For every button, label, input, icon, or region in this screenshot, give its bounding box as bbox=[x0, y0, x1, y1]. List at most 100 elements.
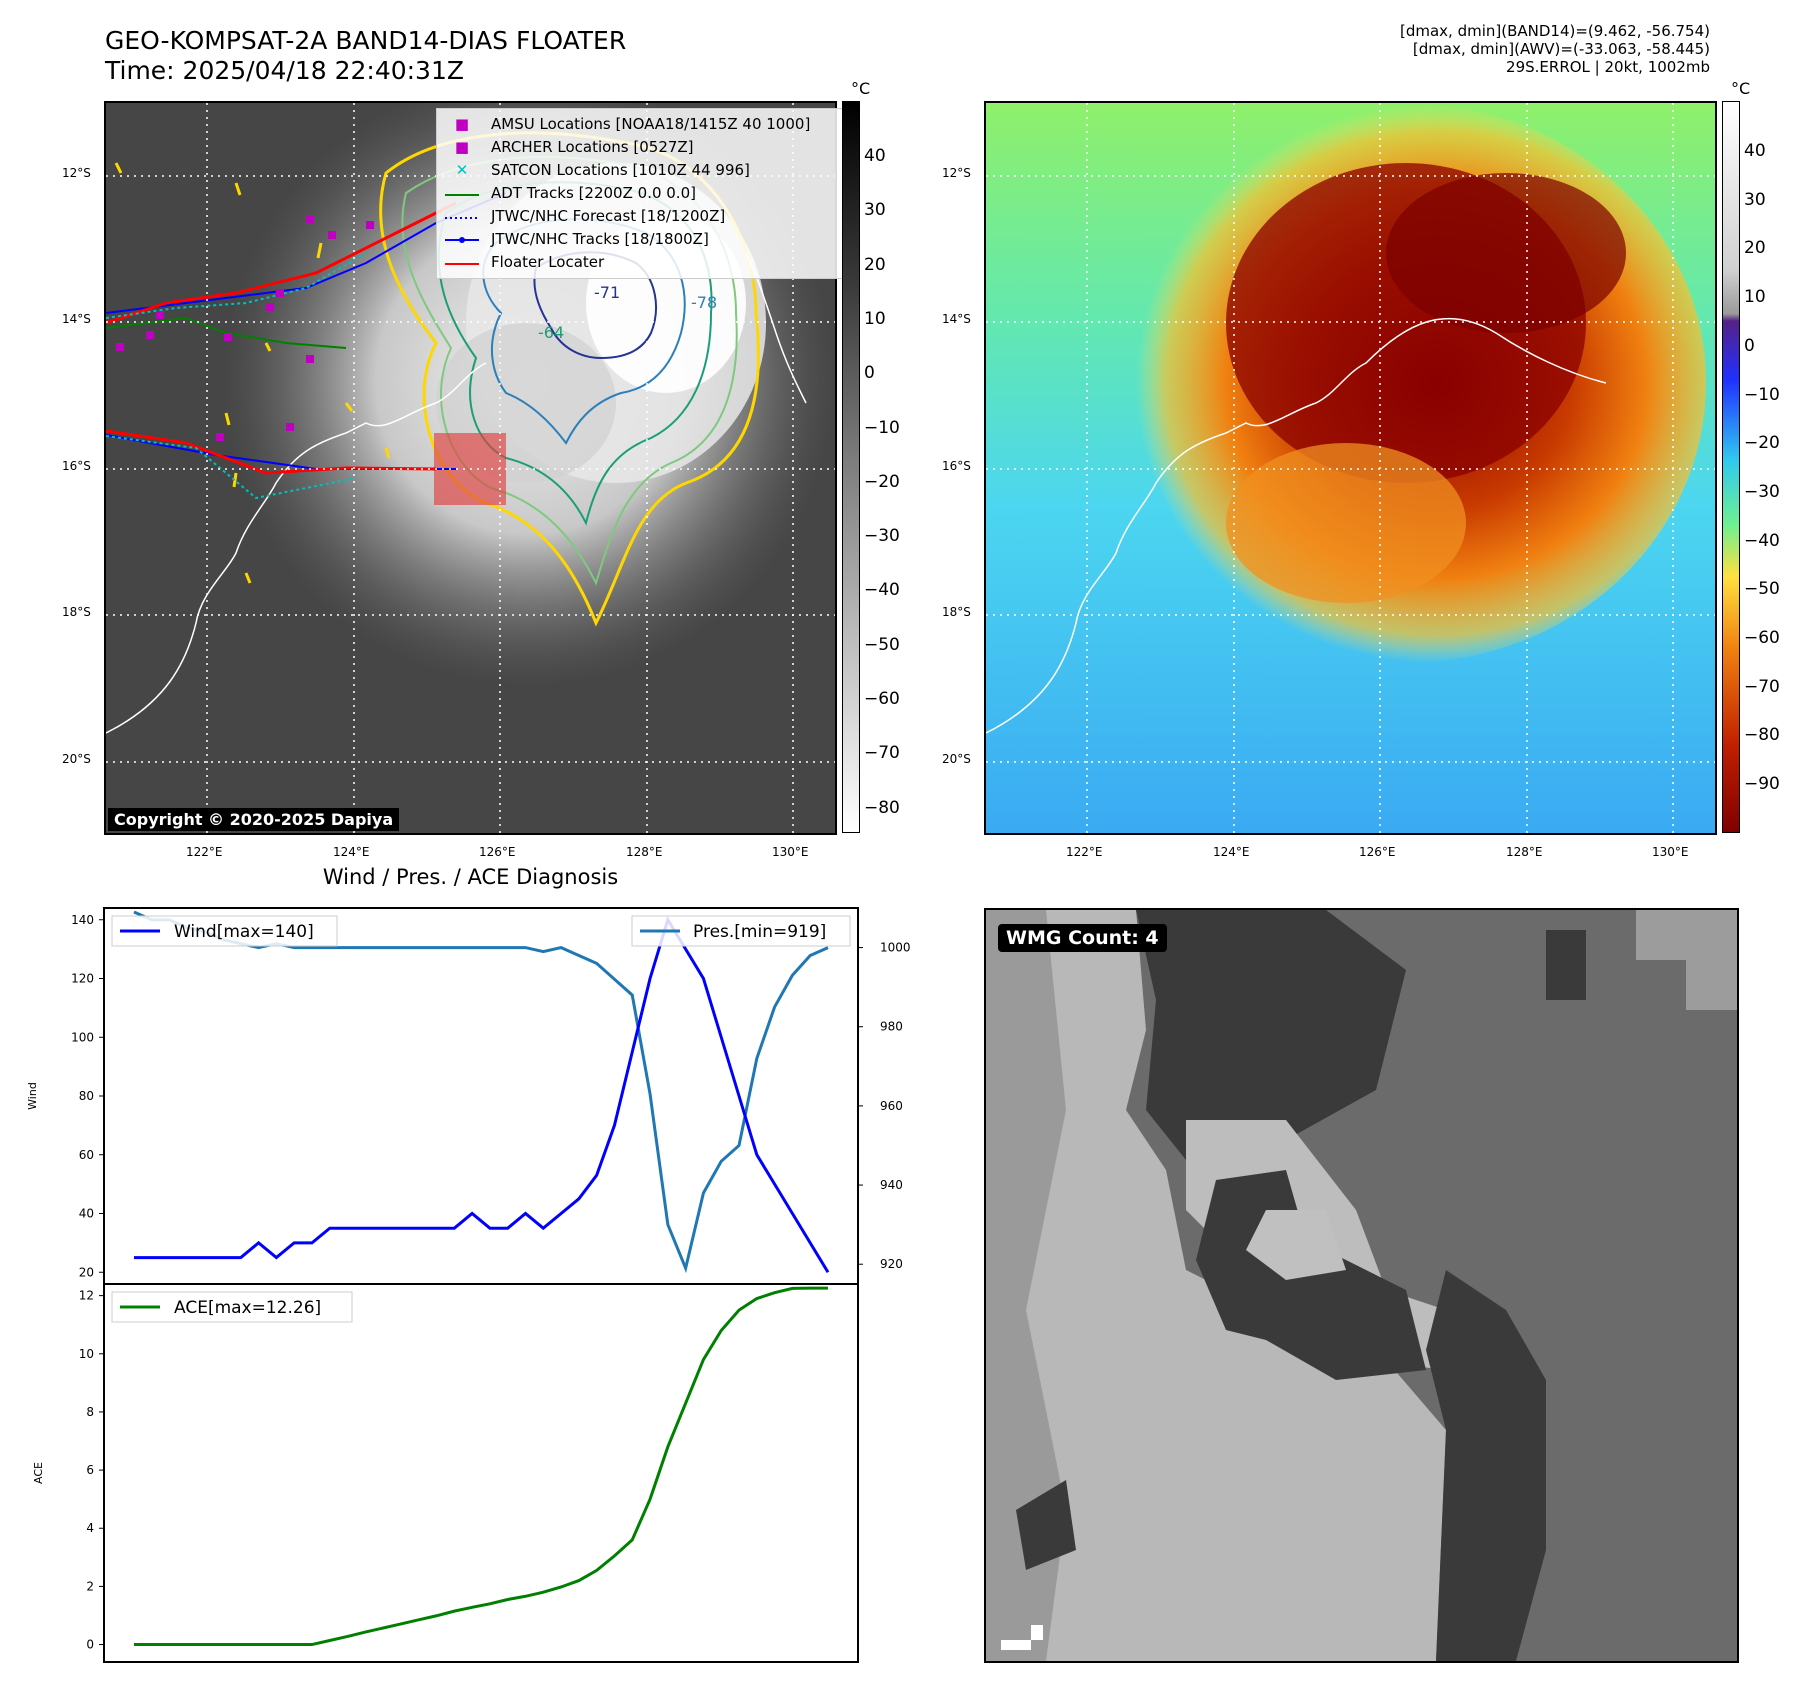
colorbar-tick: −50 bbox=[864, 634, 900, 655]
y-tick-label: 8 bbox=[86, 1405, 94, 1419]
colorbar-tick: 0 bbox=[864, 363, 875, 384]
lat-label: 14°S bbox=[62, 312, 91, 326]
colorbar-tick: 10 bbox=[1744, 287, 1766, 308]
ace-plot-frame bbox=[103, 1283, 859, 1663]
colorbar-tick: −20 bbox=[1744, 433, 1780, 454]
colorbar-tick: −70 bbox=[1744, 676, 1780, 697]
wmg-count-badge: WMG Count: 4 bbox=[998, 924, 1167, 952]
ace-chart: 0 2 4 6 8 10 12 ACE ACE[max=12.26] bbox=[32, 1283, 859, 1663]
info-line-1: [dmax, dmin](BAND14)=(9.462, -56.754) bbox=[1399, 22, 1710, 40]
lat-label: 12°S bbox=[942, 166, 971, 180]
y-tick-label: 10 bbox=[79, 1347, 94, 1361]
colorbar-tick: 40 bbox=[1744, 141, 1766, 161]
colorbar-tick: 30 bbox=[1744, 189, 1766, 210]
y-tick-label: 4 bbox=[86, 1521, 94, 1535]
lon-label: 128°E bbox=[626, 845, 663, 859]
colorbar-tick: −90 bbox=[1744, 774, 1780, 795]
x-marker-icon: ✕ bbox=[455, 161, 469, 179]
colorbar-tick: −10 bbox=[864, 417, 900, 438]
colorbar-tick: 20 bbox=[1744, 238, 1766, 259]
lat-label: 16°S bbox=[942, 459, 971, 473]
colorbar-tick: 40 bbox=[864, 146, 886, 166]
wind-pressure-chart: 20 40 60 80 100 120 140 920 940 960 980 1000 Wind Pre… bbox=[26, 907, 940, 1285]
legend-satcon: ✕ SATCON Locations [1010Z 44 996] bbox=[445, 159, 843, 182]
y-tick-label: 2 bbox=[86, 1579, 94, 1593]
y-tick-label: 12 bbox=[79, 1289, 94, 1303]
colorbar-tick: 20 bbox=[864, 254, 886, 275]
legend-amsu: ■ AMSU Locations [NOAA18/1415Z 40 1000] bbox=[445, 113, 843, 136]
ace-axis-label: ACE bbox=[32, 1462, 45, 1484]
contour-label-3: -71 bbox=[594, 283, 620, 302]
lon-label: 130°E bbox=[1652, 845, 1689, 859]
lon-label: 122°E bbox=[1066, 845, 1103, 859]
square-marker-icon: ■ bbox=[454, 138, 470, 156]
gray-colorbar bbox=[842, 101, 860, 833]
pressure-line bbox=[133, 910, 829, 1274]
legend-archer: ■ ARCHER Locations [0527Z] bbox=[445, 136, 843, 159]
colorbar-tick: −30 bbox=[864, 526, 900, 547]
title-line-2: Time: 2025/04/18 22:40:31Z bbox=[105, 56, 464, 85]
colorbar-tick: −40 bbox=[864, 580, 900, 601]
lat-label: 16°S bbox=[62, 459, 91, 473]
wind-plot-frame bbox=[103, 907, 859, 1285]
wmg-panel: WMG Count: 4 bbox=[984, 908, 1739, 1663]
wind-legend-label: Wind[max=140] bbox=[174, 922, 314, 942]
lon-label: 128°E bbox=[1506, 845, 1543, 859]
y2-tick-label: 920 bbox=[880, 1257, 903, 1271]
gray-colorbar-unit: °C bbox=[851, 79, 871, 98]
colorbar-tick: −80 bbox=[864, 797, 900, 818]
lat-label: 18°S bbox=[62, 605, 91, 619]
dotted-line-icon bbox=[445, 205, 479, 228]
wind-legend: Wind[max=140] bbox=[111, 915, 338, 947]
lat-label: 12°S bbox=[62, 166, 91, 180]
wind-line bbox=[134, 916, 830, 1274]
y2-tick-label: 940 bbox=[880, 1178, 903, 1192]
ir-color-map bbox=[984, 101, 1717, 835]
info-line-3: 29S.ERROL | 20kt, 1002mb bbox=[1506, 58, 1710, 76]
lon-label: 126°E bbox=[479, 845, 516, 859]
y-tick-label: 120 bbox=[71, 972, 94, 986]
wind-axis-label: Wind bbox=[26, 1082, 39, 1110]
colorbar-tick: −50 bbox=[1744, 579, 1780, 600]
pressure-legend: Pres.[min=919] bbox=[631, 915, 851, 947]
y-tick-label: 0 bbox=[86, 1638, 94, 1652]
color-colorbar-unit: °C bbox=[1731, 79, 1751, 98]
ace-line bbox=[134, 1286, 828, 1647]
colorbar-tick: −30 bbox=[1744, 481, 1780, 502]
lat-label: 20°S bbox=[942, 752, 971, 766]
line-marker-icon bbox=[445, 182, 479, 205]
colorbar-tick: −60 bbox=[864, 689, 900, 709]
y2-tick-label: 980 bbox=[880, 1020, 903, 1034]
lat-label: 20°S bbox=[62, 752, 91, 766]
color-map-canvas bbox=[986, 103, 1715, 833]
y-tick-label: 40 bbox=[79, 1207, 94, 1221]
pressure-legend-label: Pres.[min=919] bbox=[693, 922, 826, 942]
lon-label: 130°E bbox=[772, 845, 809, 859]
colorbar-tick: −80 bbox=[1744, 725, 1780, 746]
copyright-badge: Copyright © 2020-2025 Dapiya bbox=[108, 808, 400, 831]
lon-label: 124°E bbox=[1213, 845, 1250, 859]
lon-label: 124°E bbox=[333, 845, 370, 859]
lon-label: 122°E bbox=[186, 845, 223, 859]
legend-floater: Floater Locater bbox=[445, 251, 843, 274]
lat-label: 18°S bbox=[942, 605, 971, 619]
colorbar-tick: −20 bbox=[864, 471, 900, 492]
colorbar-tick: −10 bbox=[1744, 384, 1780, 405]
colorbar-tick: 30 bbox=[864, 200, 886, 221]
ace-legend: ACE[max=12.26] bbox=[111, 1291, 353, 1323]
color-colorbar bbox=[1722, 101, 1740, 833]
y-tick-label: 20 bbox=[79, 1265, 94, 1279]
colorbar-tick: −70 bbox=[864, 743, 900, 764]
lat-label: 14°S bbox=[942, 312, 971, 326]
storm-info: [dmax, dmin](BAND14)=(9.462, -56.754) [d… bbox=[1110, 22, 1710, 76]
colorbar-tick: −40 bbox=[1744, 530, 1780, 551]
square-marker-icon: ■ bbox=[454, 115, 470, 133]
lon-label: 126°E bbox=[1359, 845, 1396, 859]
chart-title: GEO-KOMPSAT-2A BAND14-DIAS FLOATER Time:… bbox=[105, 26, 626, 86]
map-legend: ■ AMSU Locations [NOAA18/1415Z 40 1000] ■… bbox=[436, 108, 852, 279]
title-line-1: GEO-KOMPSAT-2A BAND14-DIAS FLOATER bbox=[105, 26, 627, 55]
dot-line-icon bbox=[445, 228, 479, 251]
colorbar-tick: 10 bbox=[864, 308, 886, 329]
y-tick-label: 60 bbox=[79, 1148, 94, 1162]
